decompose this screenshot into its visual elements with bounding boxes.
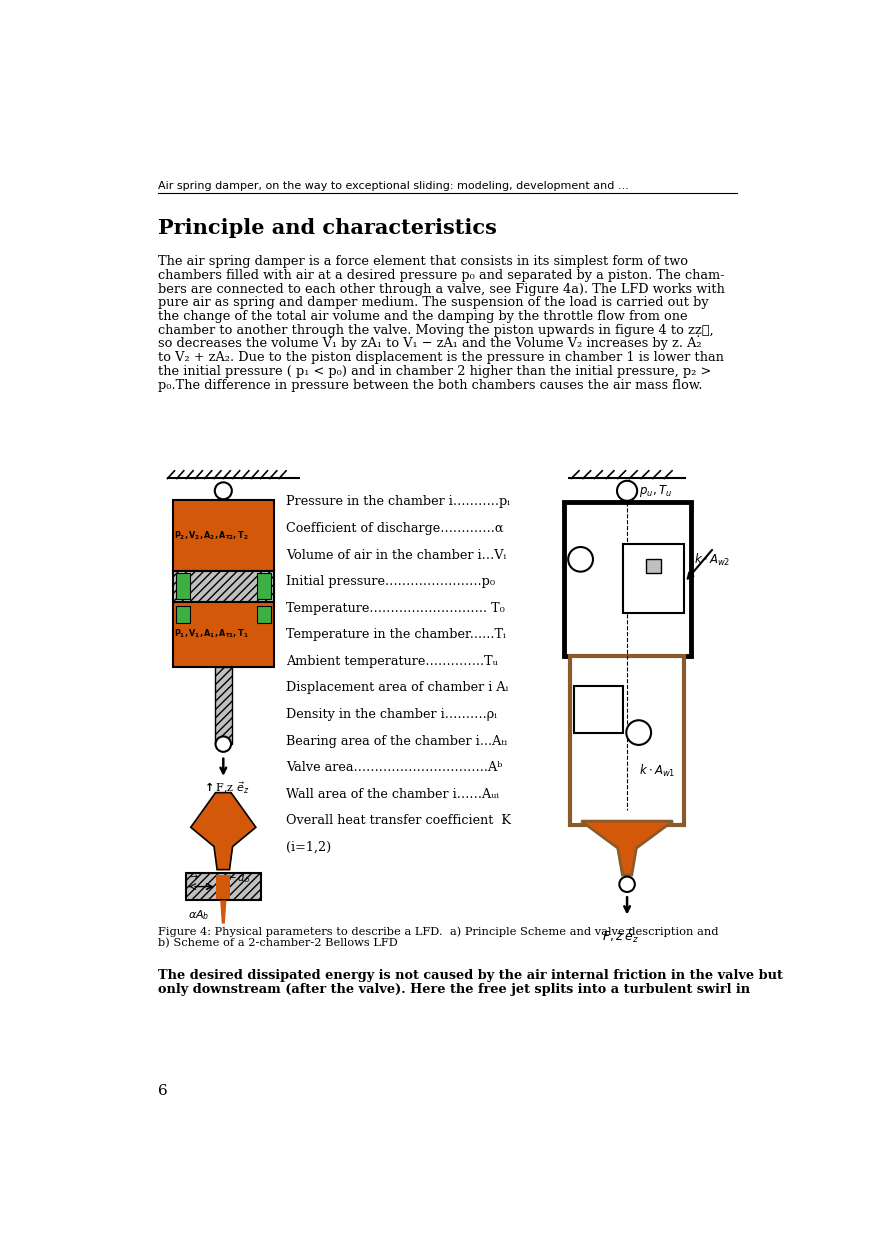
Text: 2: 2 [576,552,585,566]
Text: $p_u, T_u$: $p_u, T_u$ [640,483,673,499]
Text: $F, z\,\vec{e}_z$: $F, z\,\vec{e}_z$ [602,927,639,944]
Text: $k\cdot A_{w1}$: $k\cdot A_{w1}$ [639,763,676,779]
Circle shape [214,483,232,499]
Text: so decreases the volume V₁ by zA₁ to V₁ − zA₁ and the Volume V₂ increases by z. : so decreases the volume V₁ by zA₁ to V₁ … [158,338,702,350]
Text: bers are connected to each other through a valve, see Figure 4a). The LFD works : bers are connected to each other through… [158,283,725,295]
Text: b) Scheme of a 2-chamber-2 Bellows LFD: b) Scheme of a 2-chamber-2 Bellows LFD [158,938,398,948]
Text: $\rightarrow$: $\rightarrow$ [187,871,200,881]
Text: Initial pressure…………………..p₀: Initial pressure…………………..p₀ [286,575,495,588]
Circle shape [617,480,637,501]
Text: Density in the chamber i……….ρᵢ: Density in the chamber i……….ρᵢ [286,707,497,721]
Polygon shape [220,901,227,923]
Text: The air spring damper is a force element that consists in its simplest form of t: The air spring damper is a force element… [158,256,689,268]
Text: Air spring damper, on the way to exceptional sliding: modeling, development and : Air spring damper, on the way to excepti… [158,181,629,191]
Text: Valve area…………………………..Aᵇ: Valve area…………………………..Aᵇ [286,761,502,774]
Bar [173,500,274,571]
Text: $\mathbf{P_1,V_1, A_1,A_{T1}, T_1}$: $\mathbf{P_1,V_1, A_1,A_{T1}, T_1}$ [174,628,249,640]
Circle shape [568,547,593,572]
Text: Bearing area of the chamber i...Aₜᵢ: Bearing area of the chamber i...Aₜᵢ [286,735,507,747]
Bar [256,606,270,623]
Text: only downstream (after the valve). Here the free jet splits into a turbulent swi: only downstream (after the valve). Here … [158,983,751,995]
Text: to V₂ + zA₂. Due to the piston displacement is the pressure in chamber 1 is lowe: to V₂ + zA₂. Due to the piston displacem… [158,351,724,364]
Text: Figure 4: Physical parameters to describe a LFD.  a) Principle Scheme and valve : Figure 4: Physical parameters to describ… [158,927,718,937]
Text: Displacement area of chamber i Aᵢ: Displacement area of chamber i Aᵢ [286,681,508,695]
Bar [186,874,261,901]
Circle shape [215,736,231,752]
Text: (i=1,2): (i=1,2) [286,840,332,854]
Text: Principle and characteristics: Principle and characteristics [158,218,497,238]
Text: the change of the total air volume and the damping by the throttle flow from one: the change of the total air volume and t… [158,310,688,323]
Text: Ambient temperature…………..Tᵤ: Ambient temperature…………..Tᵤ [286,655,498,668]
Bar [564,501,690,655]
Text: p₀.The difference in pressure between the both chambers causes the air mass flow: p₀.The difference in pressure between th… [158,379,703,391]
Bar [173,602,274,668]
Bar [176,573,190,599]
Text: Temperature………………………. T₀: Temperature………………………. T₀ [286,602,505,614]
Bar [214,668,232,745]
Circle shape [626,720,651,745]
Text: $\mathbf{P_2,V_2, A_2,A_{T2},T_2}$: $\mathbf{P_2,V_2, A_2,A_{T2},T_2}$ [174,529,249,542]
Circle shape [620,876,635,892]
Text: 1: 1 [634,726,644,740]
Bar [256,573,270,599]
Text: the initial pressure ( p₁ < p₀) and in chamber 2 higher than the initial pressur: the initial pressure ( p₁ < p₀) and in c… [158,365,711,377]
Bar [574,686,623,732]
Text: $\mathbf{\uparrow}$F,z $\vec{e}_z$: $\mathbf{\uparrow}$F,z $\vec{e}_z$ [201,781,249,795]
Text: $k\cdot A_{w2}$: $k\cdot A_{w2}$ [695,552,731,567]
Text: Coefficient of discharge………….α: Coefficient of discharge………….α [286,522,504,535]
Text: $\leftarrow d_b$: $\leftarrow d_b$ [227,871,250,885]
Text: pure air as spring and damper medium. The suspension of the load is carried out : pure air as spring and damper medium. Th… [158,297,709,309]
Text: Overall heat transfer coefficient  K: Overall heat transfer coefficient K [286,814,511,828]
Text: Volume of air in the chamber i…Vᵢ: Volume of air in the chamber i…Vᵢ [286,549,507,561]
Bar [173,571,274,602]
Text: Wall area of the chamber i……Aᵤᵢ: Wall area of the chamber i……Aᵤᵢ [286,788,499,800]
Text: 6: 6 [158,1085,168,1098]
Polygon shape [581,822,673,875]
Text: $\alpha A_b$: $\alpha A_b$ [187,908,209,922]
Polygon shape [191,793,256,870]
Text: Pressure in the chamber i………..pᵢ: Pressure in the chamber i………..pᵢ [286,495,510,509]
Text: chambers filled with air at a desired pressure p₀ and separated by a piston. The: chambers filled with air at a desired pr… [158,269,724,282]
Text: The desired dissipated energy is not caused by the air internal friction in the : The desired dissipated energy is not cau… [158,969,783,982]
Bar [646,560,662,573]
Bar [570,655,684,825]
Bar [623,544,684,613]
Text: chamber to another through the valve. Moving the piston upwards in figure 4 to z: chamber to another through the valve. Mo… [158,324,714,336]
Bar [176,606,190,623]
Text: Temperature in the chamber......Tᵢ: Temperature in the chamber......Tᵢ [286,628,506,642]
Bar [216,875,230,898]
